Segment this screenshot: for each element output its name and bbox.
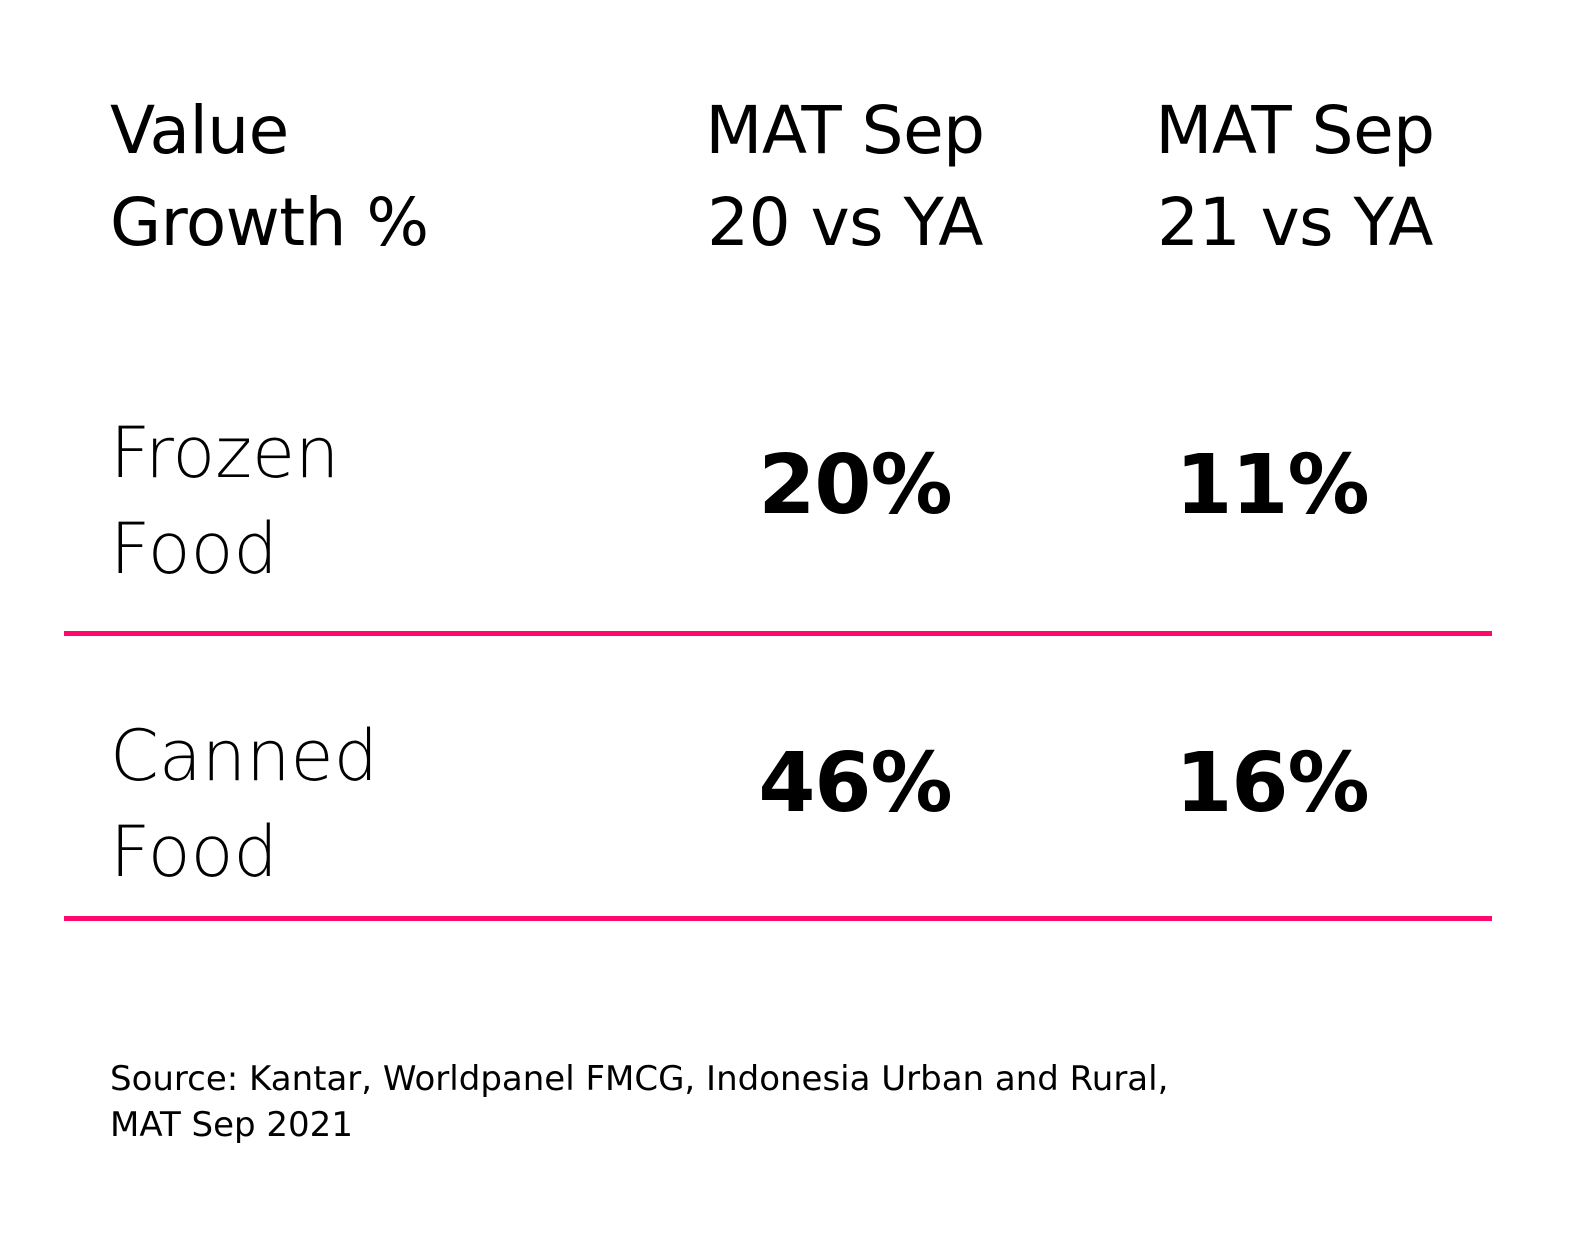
header-mat-sep-21-line1: MAT Sep (1155, 92, 1435, 169)
header-value-growth-line1: Value (110, 92, 289, 169)
header-mat-sep-20-line2: 20 vs YA (707, 184, 983, 261)
row-label-canned-food: Canned Food (110, 708, 378, 900)
row-label-canned-food-line1: Canned (110, 715, 379, 797)
row-label-frozen-food-line1: Frozen (110, 412, 340, 494)
source-note-line1: Source: Kantar, Worldpanel FMCG, Indones… (110, 1059, 1169, 1099)
header-mat-sep-21: MAT Sep 21 vs YA (1145, 85, 1445, 269)
header-value-growth-line2: Growth % (110, 184, 429, 261)
source-note-line2: MAT Sep 2021 (110, 1105, 353, 1145)
source-note: Source: Kantar, Worldpanel FMCG, Indones… (110, 1056, 1168, 1148)
cell-canned-food-sep20: 46% (758, 736, 952, 831)
cell-canned-food-sep21: 16% (1175, 736, 1369, 831)
header-value-growth: Value Growth % (110, 85, 429, 269)
cell-frozen-food-sep20: 20% (758, 438, 952, 533)
header-mat-sep-21-line2: 21 vs YA (1157, 184, 1433, 261)
row-label-frozen-food-line2: Food (110, 508, 278, 590)
row-label-canned-food-line2: Food (110, 811, 278, 893)
row-label-frozen-food: Frozen Food (110, 405, 339, 597)
row-divider-2 (64, 916, 1492, 921)
cell-frozen-food-sep21: 11% (1175, 438, 1369, 533)
header-mat-sep-20: MAT Sep 20 vs YA (695, 85, 995, 269)
row-divider-1 (64, 631, 1492, 636)
header-mat-sep-20-line1: MAT Sep (705, 92, 985, 169)
